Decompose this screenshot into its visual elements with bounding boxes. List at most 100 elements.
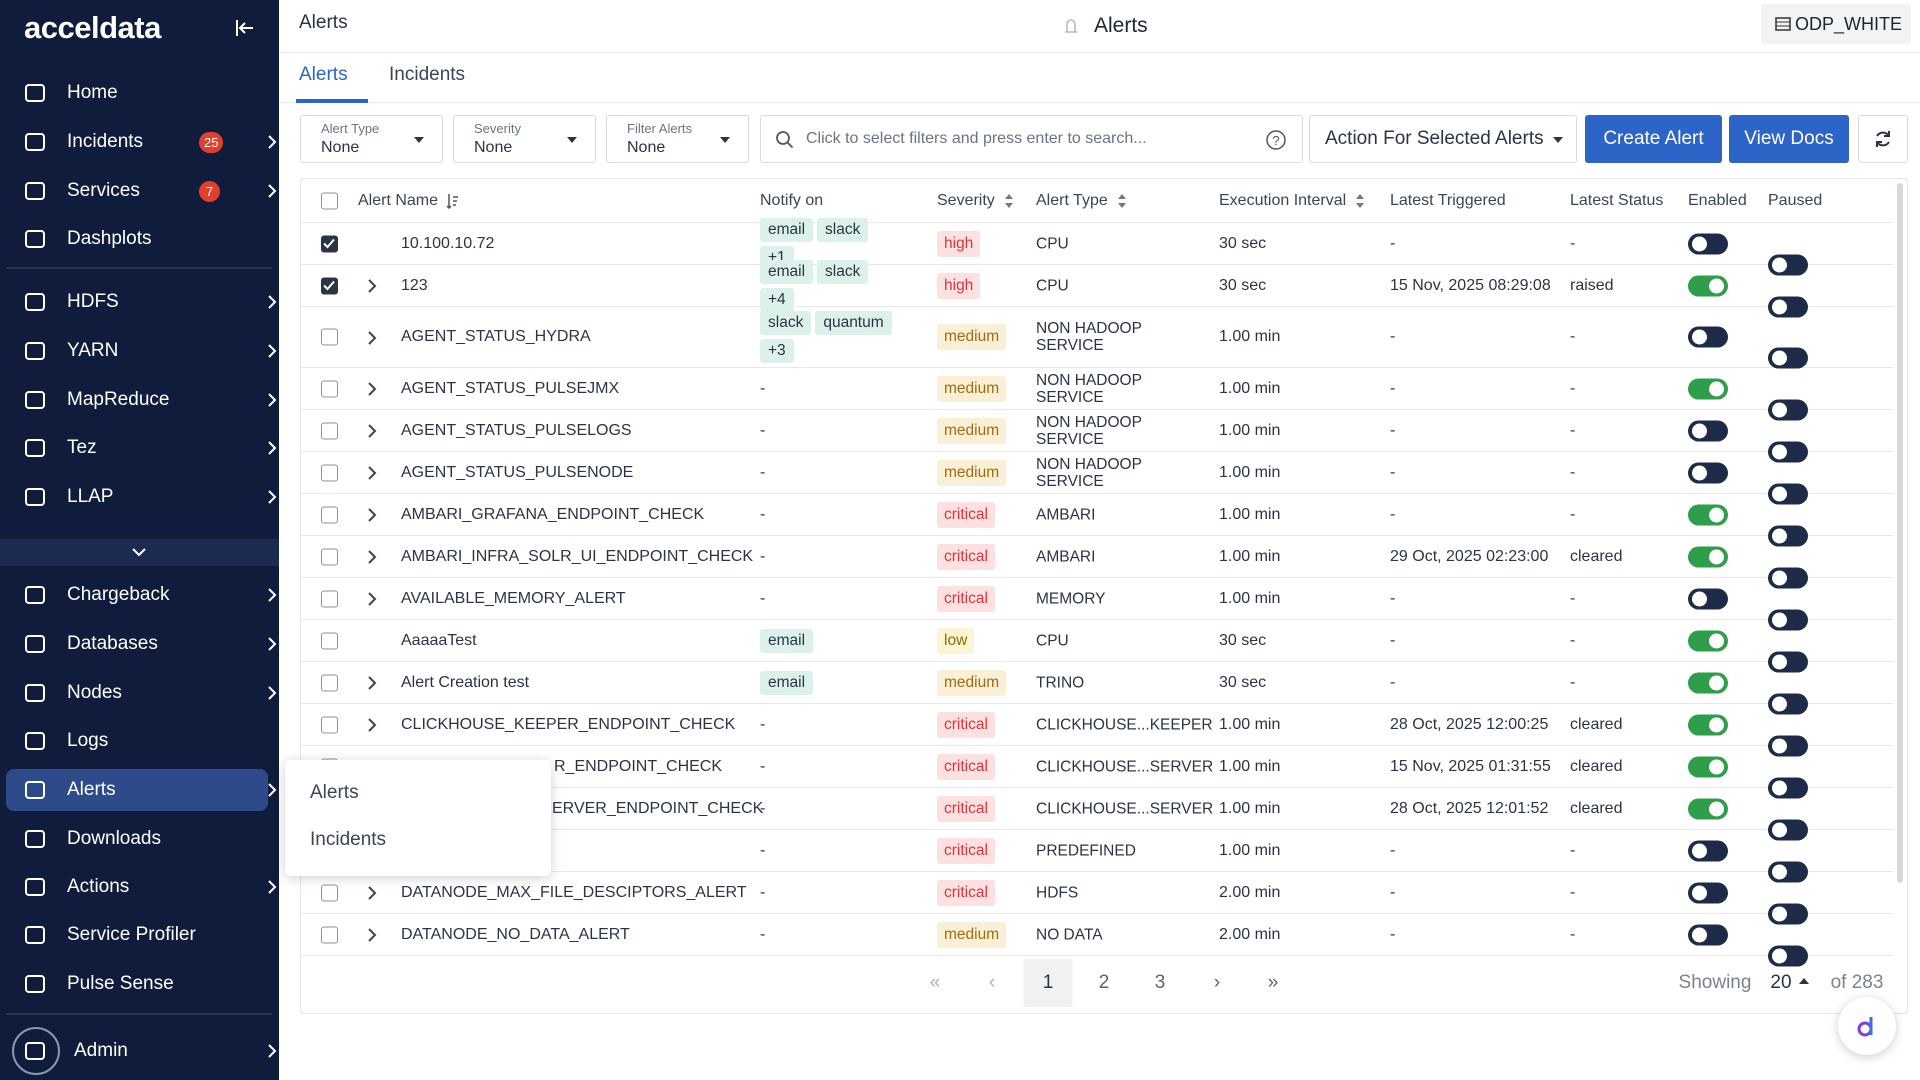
column-header[interactable]: Alert Name — [358, 192, 459, 210]
alert-name[interactable]: AGENT_STATUS_PULSELOGS — [401, 421, 632, 439]
nav-item[interactable]: Incidents 25 — [6, 121, 277, 163]
nav-item[interactable]: Dashplots — [6, 218, 268, 260]
collapse-icon[interactable] — [234, 18, 256, 38]
popup-item[interactable]: Alerts — [310, 782, 359, 803]
row-checkbox[interactable] — [321, 716, 338, 733]
select-all-checkbox[interactable] — [321, 192, 338, 209]
row-checkbox[interactable] — [321, 926, 338, 943]
paused-toggle[interactable] — [1768, 347, 1808, 369]
nav-item[interactable]: Services 7 — [6, 170, 277, 212]
alert-name[interactable]: CLICKHOUSE_KEEPER_ENDPOINT_CHECK — [401, 715, 736, 733]
alert-name[interactable]: AMBARI_INFRA_SOLR_UI_ENDPOINT_CHECK — [401, 547, 754, 565]
enabled-toggle[interactable] — [1688, 504, 1728, 525]
alert-name[interactable]: ERVER_ENDPOINT_CHECK — [552, 799, 764, 817]
paused-toggle[interactable] — [1768, 254, 1808, 275]
enabled-toggle[interactable] — [1688, 756, 1728, 777]
row-checkbox[interactable] — [321, 632, 338, 649]
alert-name[interactable]: DATANODE_NO_DATA_ALERT — [401, 925, 630, 943]
nav-item[interactable]: Databases — [6, 623, 277, 665]
row-checkbox[interactable] — [321, 548, 338, 565]
sort-icon[interactable] — [446, 193, 459, 209]
avatar[interactable] — [12, 1027, 60, 1075]
enabled-toggle[interactable] — [1688, 588, 1728, 609]
enabled-toggle[interactable] — [1688, 840, 1728, 861]
enabled-toggle[interactable] — [1688, 882, 1728, 903]
alert-name[interactable]: AGENT_STATUS_PULSENODE — [401, 463, 634, 481]
next-page[interactable]: › — [1213, 972, 1221, 993]
enabled-toggle[interactable] — [1688, 326, 1728, 348]
alert-name[interactable]: AaaaaTest — [401, 631, 477, 649]
breadcrumb[interactable]: Alerts — [299, 12, 348, 33]
nav-item[interactable]: LLAP — [6, 476, 277, 518]
nav-item[interactable]: Admin — [6, 1027, 277, 1075]
page-size[interactable]: 20 — [1770, 972, 1792, 993]
row-checkbox[interactable] — [321, 464, 338, 481]
enabled-toggle[interactable] — [1688, 798, 1728, 819]
chevron[interactable] — [367, 549, 377, 565]
row-checkbox[interactable] — [321, 674, 338, 691]
enabled-toggle[interactable] — [1688, 546, 1728, 567]
action-dropdown[interactable]: Action For Selected Alerts — [1309, 115, 1577, 163]
enabled-toggle[interactable] — [1688, 924, 1728, 945]
paused-toggle[interactable] — [1768, 441, 1808, 462]
chevron[interactable] — [367, 591, 377, 607]
alert-name[interactable]: R_ENDPOINT_CHECK — [554, 757, 723, 775]
column-header[interactable]: Execution Interval — [1219, 192, 1366, 210]
row-checkbox[interactable] — [321, 328, 338, 346]
row-checkbox[interactable] — [321, 590, 338, 607]
nav-item[interactable]: Alerts — [6, 769, 277, 811]
nav-item[interactable]: Service Profiler — [6, 914, 268, 956]
paused-toggle[interactable] — [1768, 483, 1808, 504]
chevron[interactable] — [367, 278, 377, 294]
paused-toggle[interactable] — [1768, 609, 1808, 630]
paused-toggle[interactable] — [1768, 777, 1808, 798]
column-header[interactable]: Alert Type — [1036, 192, 1128, 210]
enabled-toggle[interactable] — [1688, 672, 1728, 693]
alert-name[interactable]: 123 — [401, 276, 428, 294]
chevron[interactable] — [367, 507, 377, 523]
paused-toggle[interactable] — [1768, 903, 1808, 924]
alert-name[interactable]: AVAILABLE_MEMORY_ALERT — [401, 589, 626, 607]
scroll-more[interactable] — [0, 539, 279, 566]
alert-name[interactable]: 10.100.10.72 — [401, 234, 495, 252]
row-checkbox[interactable] — [321, 235, 338, 252]
sort-icon[interactable] — [1116, 193, 1128, 209]
paused-toggle[interactable] — [1768, 525, 1808, 546]
alert-name[interactable]: Alert Creation test — [401, 673, 530, 691]
alert-name[interactable]: AGENT_STATUS_HYDRA — [401, 328, 591, 345]
chevron[interactable] — [367, 675, 377, 691]
alert-name[interactable]: DATANODE_MAX_FILE_DESCIPTORS_ALERT — [401, 883, 747, 901]
enabled-toggle[interactable] — [1688, 462, 1728, 483]
chevron[interactable] — [367, 927, 377, 943]
paused-toggle[interactable] — [1768, 693, 1808, 714]
nav-item[interactable]: Pulse Sense — [6, 963, 268, 1005]
last-page[interactable]: » — [1267, 972, 1279, 993]
tab[interactable]: Incidents — [389, 64, 466, 85]
nav-item[interactable]: MapReduce — [6, 379, 277, 421]
filter-dropdown[interactable]: Severity None — [453, 115, 596, 163]
paused-toggle[interactable] — [1768, 399, 1808, 420]
enabled-toggle[interactable] — [1688, 420, 1728, 441]
scrollbar[interactable] — [1897, 183, 1903, 883]
enabled-toggle[interactable] — [1688, 630, 1728, 651]
column-header[interactable]: Severity — [937, 192, 1015, 210]
paused-toggle[interactable] — [1768, 651, 1808, 672]
row-checkbox[interactable] — [321, 884, 338, 901]
search-box[interactable]: Click to select filters and press enter … — [760, 115, 1303, 163]
logo[interactable]: acceldata — [24, 10, 161, 45]
row-checkbox[interactable] — [321, 422, 338, 439]
page-number[interactable]: 2 — [1098, 972, 1110, 993]
page-size-caret[interactable] — [1799, 978, 1809, 984]
paused-toggle[interactable] — [1768, 296, 1808, 317]
enabled-toggle[interactable] — [1688, 233, 1728, 254]
chat-button[interactable] — [1838, 997, 1896, 1055]
nav-item[interactable]: Logs — [6, 720, 268, 762]
filter-dropdown[interactable]: Alert Type None — [300, 115, 443, 163]
row-checkbox[interactable] — [321, 380, 338, 397]
paused-toggle[interactable] — [1768, 567, 1808, 588]
page-number[interactable]: 1 — [1023, 959, 1073, 1007]
alert-name[interactable]: AGENT_STATUS_PULSEJMX — [401, 379, 620, 397]
nav-item[interactable]: Chargeback — [6, 574, 277, 616]
nav-item[interactable]: Home — [6, 72, 268, 114]
chevron[interactable] — [367, 465, 377, 481]
